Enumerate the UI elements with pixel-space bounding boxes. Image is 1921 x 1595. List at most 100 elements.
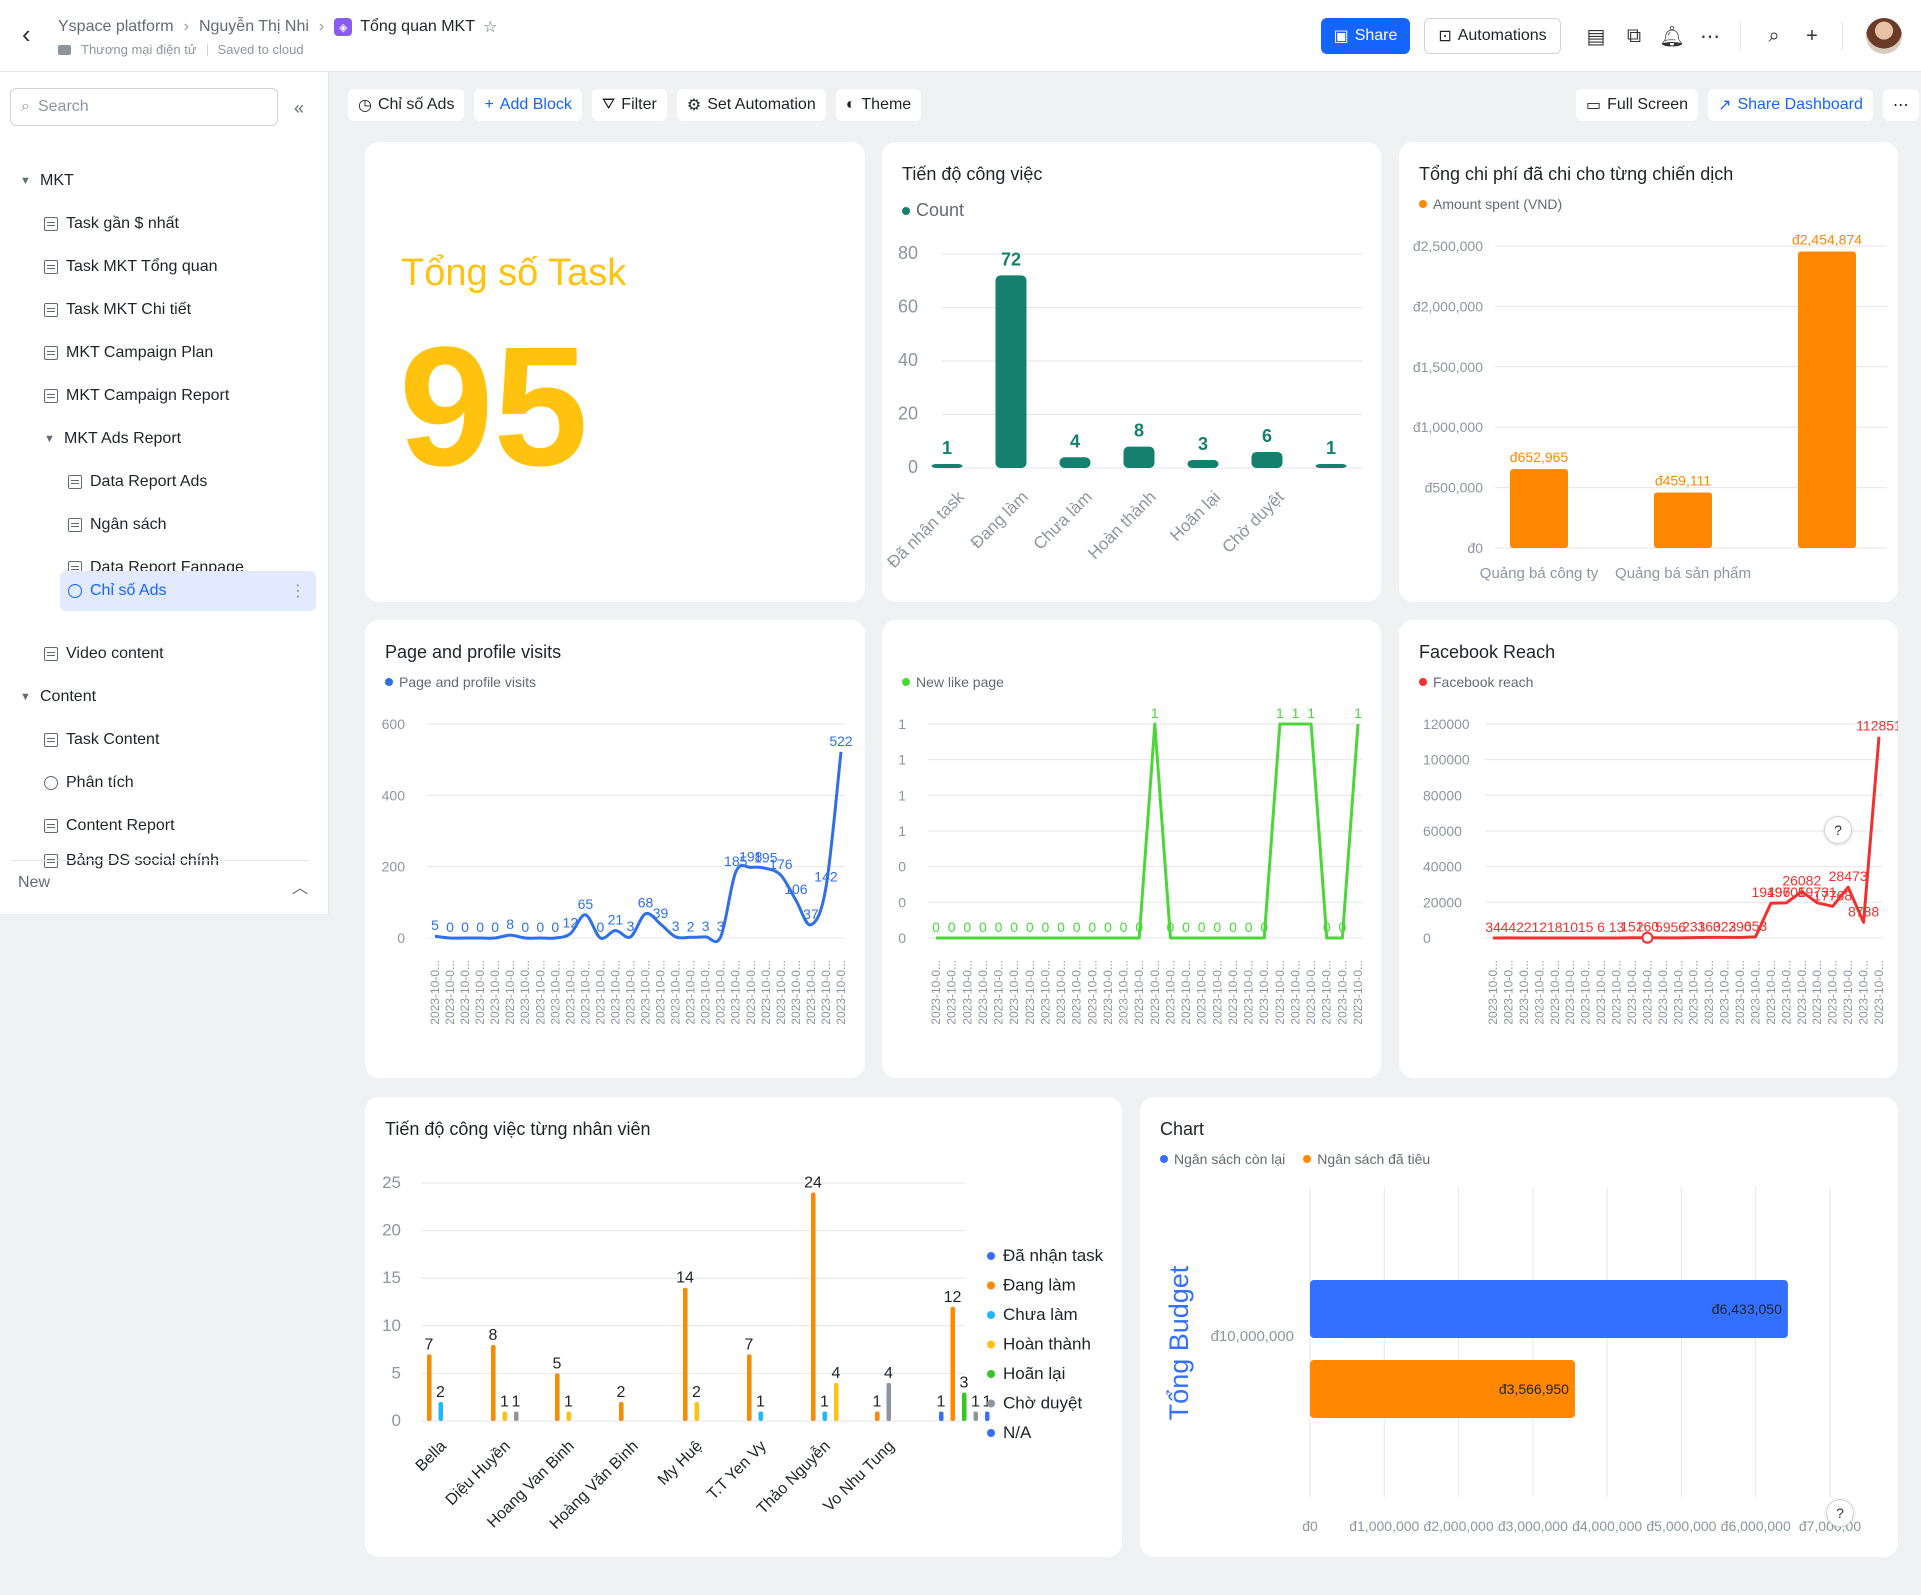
x-tick-label: 2023-10-0... (503, 960, 517, 1025)
collapse-sidebar-icon[interactable]: « (294, 98, 305, 118)
caret-down-icon: ▼ (44, 433, 55, 445)
x-tick-label: 2023-10-0... (1501, 960, 1515, 1025)
sidebar-group-content[interactable]: ▼ Content (20, 678, 96, 716)
x-tick-label: 2023-10-0... (428, 960, 442, 1025)
plugin-icon[interactable]: ⧉ (1626, 24, 1642, 47)
x-tick-label: đ2,000,000 (1424, 1518, 1494, 1534)
x-tick-label: 2023-10-0... (1273, 960, 1287, 1025)
new-row[interactable]: New ︿ (18, 874, 308, 898)
x-tick-label: 2023-10-0... (699, 960, 713, 1025)
x-tick-label: 2023-10-0... (1210, 960, 1224, 1025)
avatar[interactable] (1866, 18, 1902, 54)
automations-button[interactable]: ⊡ Automations (1424, 18, 1561, 54)
data-label: 1 (756, 1393, 765, 1410)
sidebar-item-task-mkt-chi-tiet[interactable]: Task MKT Chi tiết (44, 291, 191, 329)
staff-chart-card[interactable]: Tiến độ công việc từng nhân viên 0 5 10 15 2… (365, 1097, 1122, 1557)
full-screen-button[interactable]: ▭ Full Screen (1576, 89, 1699, 121)
more-icon[interactable]: ⋯ (1700, 25, 1720, 48)
sidebar-item-task-mkt-tong-quan[interactable]: Task MKT Tổng quan (44, 248, 218, 286)
sidebar-item-ngan-sach[interactable]: Ngân sách (68, 506, 167, 544)
x-tick-label: 2023-10-0... (992, 960, 1006, 1025)
legend-label: Page and profile visits (399, 674, 536, 690)
data-label: 0 (1057, 919, 1065, 935)
y-tick-label: 15 (382, 1268, 401, 1287)
breadcrumb-item[interactable]: Nguyễn Thị Nhi (198, 18, 309, 35)
legend-label: Count (916, 200, 965, 220)
divider (1842, 22, 1843, 50)
sidebar-item-phan-tich[interactable]: Phân tích (44, 764, 134, 802)
help-icon[interactable]: ? (1826, 1499, 1854, 1527)
caret-down-icon: ▼ (20, 691, 31, 703)
data-label: 0 (1245, 919, 1253, 935)
sidebar-item-task-content[interactable]: Task Content (44, 721, 159, 759)
x-tick-label: Quảng bá sản phẩm (1615, 565, 1751, 582)
spend-chart-card[interactable]: Tổng chi phí đã chi cho từng chiến dịch … (1399, 142, 1898, 602)
reach-chart-card[interactable]: Facebook Reach Facebook reach 0 20000 4000… (1399, 620, 1898, 1078)
y-tick-label: 100000 (1423, 752, 1470, 768)
data-label: đ3,566,950 (1499, 1381, 1569, 1397)
filter-button[interactable]: ⛛ Filter (591, 89, 667, 121)
progress-chart-card[interactable]: Tiến độ công việc Count 0 20 40 60 80 1 Đã nhậ… (882, 142, 1381, 602)
likes-chart-card[interactable]: New like page 0 0 0 1 1 1 1 0 2023-10-0... 0 2023-… (882, 620, 1381, 1078)
search-icon[interactable]: ⌕ (1768, 24, 1780, 47)
data-label: 0 (1010, 919, 1018, 935)
sidebar-item-data-report-ads[interactable]: Data Report Ads (68, 463, 207, 501)
data-label: 160 (1636, 919, 1660, 935)
data-label: 39 (653, 905, 669, 921)
search-input[interactable]: ⌕ Search (10, 88, 278, 126)
sidebar-item-video-content[interactable]: Video content (44, 635, 164, 673)
data-label: đ459,111 (1655, 473, 1712, 489)
bell-icon[interactable]: 🔔︎ (1659, 25, 1685, 48)
dashboard-name[interactable]: ◷ Chỉ số Ads (348, 89, 465, 121)
series-line (1492, 736, 1881, 940)
sidebar-item-mkt-campaign-report[interactable]: MKT Campaign Report (44, 377, 229, 415)
chevron-up-icon[interactable]: ︿ (291, 880, 308, 897)
visits-chart-card[interactable]: Page and profile visits Page and profile… (365, 620, 865, 1078)
data-label: 653 (1744, 918, 1768, 934)
x-tick-label: 2023-10-0... (1857, 960, 1871, 1025)
dashboard-icon (68, 584, 82, 598)
y-tick-label: 0 (898, 859, 906, 875)
theme-button[interactable]: ◐ Theme (835, 89, 922, 121)
bar (1059, 457, 1091, 468)
folder-label[interactable]: Thương mại điện tử (81, 42, 197, 57)
budget-chart-card[interactable]: Chart Ngân sách còn lại Ngân sách đã tiê… (1140, 1097, 1898, 1557)
table-icon (44, 819, 58, 833)
sidebar-item-chi-so-ads[interactable]: Chỉ số Ads ⋮ (60, 571, 316, 611)
x-tick-label: 2023-10-0... (1826, 960, 1840, 1025)
more-options-button[interactable]: ⋯ (1882, 89, 1919, 121)
help-icon[interactable]: ? (1824, 816, 1852, 844)
breadcrumb-item[interactable]: Yspace platform (58, 18, 174, 35)
x-tick-label: 2023-10-0... (1257, 960, 1271, 1025)
legend-label: Chưa làm (1003, 1305, 1078, 1324)
document-title[interactable]: ◈ Tổng quan MKT ☆ (334, 17, 497, 37)
monitor-icon: ▭ (1586, 97, 1602, 114)
back-icon[interactable]: ‹ (22, 19, 31, 49)
data-label: 37 (803, 906, 819, 922)
legend-dot (1419, 200, 1427, 208)
sidebar-item-task-gan-nhat[interactable]: Task gần $ nhất (44, 205, 179, 243)
template-icon[interactable]: ▤ (1586, 25, 1606, 48)
x-tick-label: 2023-10-0... (1779, 960, 1793, 1025)
data-label: 106 (784, 881, 808, 897)
chevron-right-icon: › (183, 18, 189, 35)
sidebar-group-mkt[interactable]: ▼ MKT (20, 162, 74, 200)
plus-icon[interactable]: + (1806, 24, 1818, 47)
clock-icon: ◷ (358, 97, 372, 114)
set-automation-button[interactable]: ⚙ Set Automation (676, 89, 826, 121)
more-vertical-icon[interactable]: ⋮ (290, 583, 306, 600)
total-task-card[interactable]: Tổng số Task 95 (365, 142, 865, 602)
sidebar-item-mkt-campaign-plan[interactable]: MKT Campaign Plan (44, 334, 213, 372)
x-tick-label: 2023-10-0... (488, 960, 502, 1025)
share-dashboard-button[interactable]: ↗ Share Dashboard (1708, 89, 1873, 121)
add-block-button[interactable]: + Add Block (474, 89, 582, 121)
share-button[interactable]: ▣ Share (1321, 18, 1410, 54)
x-tick-label: 2023-10-0... (1148, 960, 1162, 1025)
x-tick-label: 2023-10-0... (1594, 960, 1608, 1025)
star-icon[interactable]: ☆ (482, 19, 498, 36)
x-tick-label: 2023-10-0... (1351, 960, 1365, 1025)
sidebar-item-bang-ds-social[interactable]: Bảng DS social chính (44, 850, 219, 872)
sidebar-item-content-report[interactable]: Content Report (44, 807, 175, 845)
sidebar-group-mkt-ads-report[interactable]: ▼ MKT Ads Report (44, 420, 181, 458)
sidebar-item-label: Bảng DS social chính (66, 852, 219, 869)
